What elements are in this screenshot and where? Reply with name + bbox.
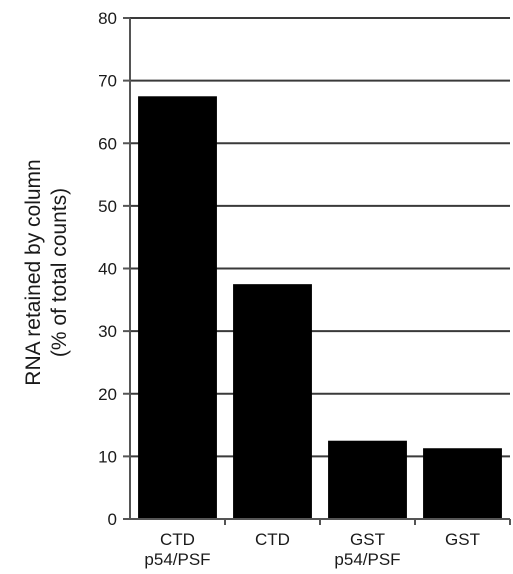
y-axis-label: (% of total counts) (48, 188, 71, 357)
y-tick-label: 50 (98, 197, 117, 216)
y-axis-label: RNA retained by column (22, 159, 45, 385)
x-tick-label: p54/PSF (144, 550, 210, 569)
bar (233, 284, 312, 519)
y-tick-label: 20 (98, 385, 117, 404)
x-tick-label: CTD (160, 530, 195, 549)
y-tick-label: 80 (98, 9, 117, 28)
bar (138, 96, 217, 519)
bar (328, 440, 407, 519)
bars (138, 96, 502, 519)
y-axis-title: RNA retained by column (% of total counts… (22, 159, 71, 385)
axes (129, 18, 510, 520)
y-tick-label: 30 (98, 322, 117, 341)
y-tick-label: 10 (98, 447, 117, 466)
y-tick-label: 70 (98, 72, 117, 91)
y-tick-label: 0 (108, 510, 117, 529)
x-tick-label: GST (350, 530, 385, 549)
y-axis-ticks: 0 10 20 30 40 50 60 70 80 (98, 9, 130, 529)
bar (423, 448, 502, 519)
x-tick-label: p54/PSF (334, 550, 400, 569)
y-tick-label: 60 (98, 134, 117, 153)
y-tick-label: 40 (98, 260, 117, 279)
x-tick-label: GST (445, 530, 480, 549)
x-tick-label: CTD (255, 530, 290, 549)
